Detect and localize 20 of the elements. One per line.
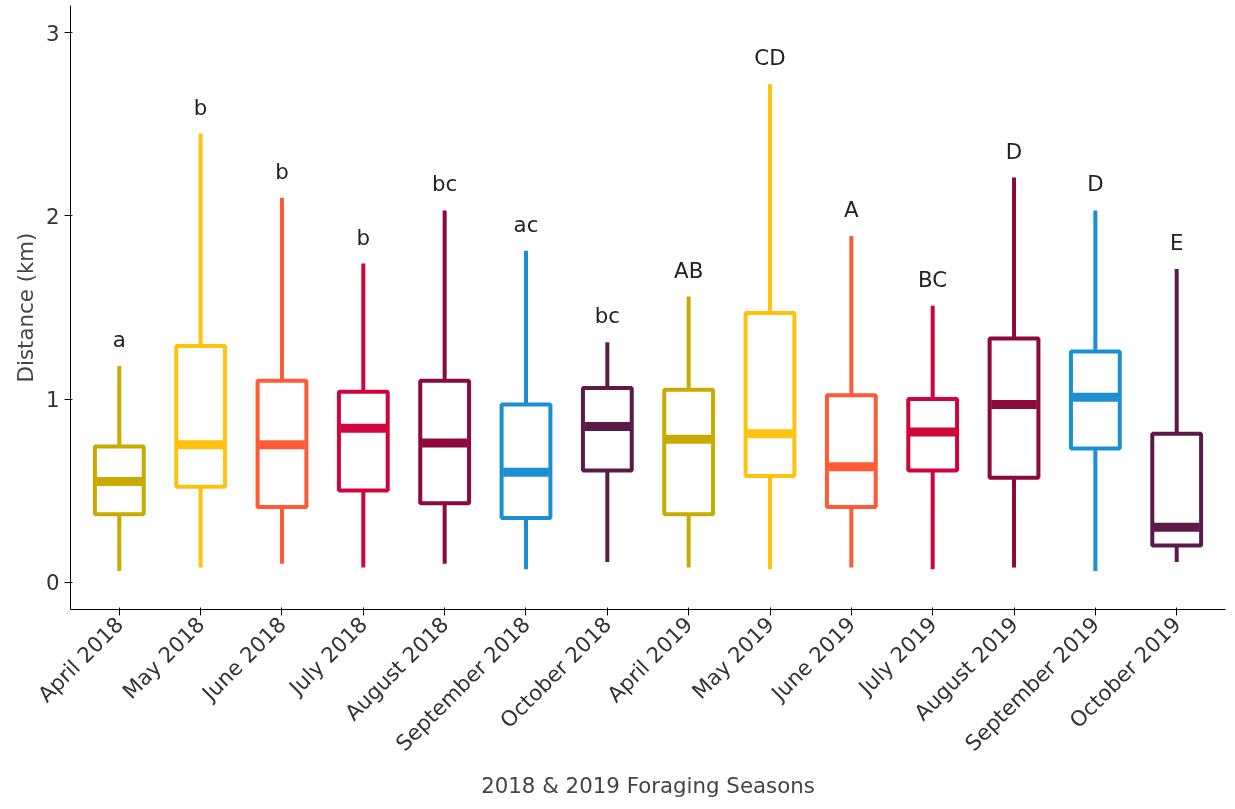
annotation: CD (754, 45, 786, 71)
annotation: A (844, 197, 860, 223)
annotation: bc (594, 303, 620, 329)
y-tick-label: 0 (45, 570, 60, 596)
y-tick-label: 3 (45, 20, 60, 46)
annotation: ac (513, 211, 539, 237)
annotation: D (1087, 171, 1104, 197)
annotation: bc (432, 171, 458, 197)
annotation: b (275, 158, 289, 184)
annotation: a (112, 327, 126, 353)
annotation: E (1169, 230, 1184, 256)
annotation: AB (674, 257, 704, 283)
y-tick-label: 1 (45, 387, 60, 413)
annotation: b (356, 224, 371, 250)
x-axis-title: 2018 & 2019 Foraging Seasons (481, 772, 815, 798)
y-tick-label: 2 (45, 203, 60, 229)
annotation: D (1005, 138, 1023, 164)
annotation: BC (918, 266, 948, 292)
annotation: b (193, 94, 208, 120)
y-axis-title: Distance (km) (12, 232, 38, 383)
